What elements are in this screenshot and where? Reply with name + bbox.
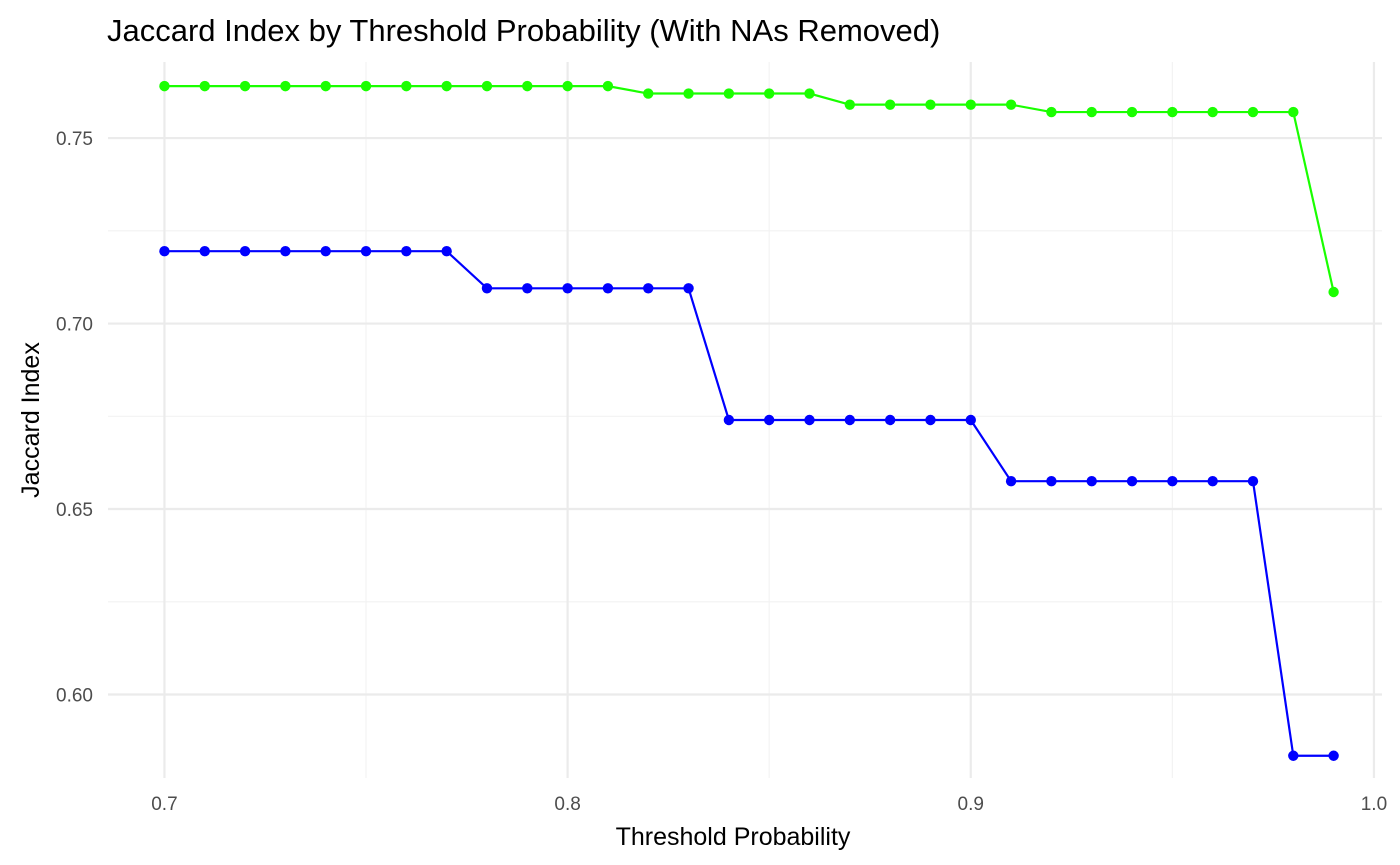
data-point: [239, 246, 251, 257]
data-point: [199, 246, 210, 257]
series-line-1: [164, 85, 1335, 293]
data-point: [925, 99, 936, 110]
data-point: [723, 414, 735, 426]
x-tick-label: 0.9: [958, 794, 984, 815]
data-point: [1207, 476, 1218, 487]
data-point: [1247, 476, 1259, 487]
chart-title: Jaccard Index by Threshold Probability (…: [107, 13, 940, 48]
data-point: [522, 283, 533, 294]
data-point: [320, 80, 331, 92]
data-point: [602, 80, 614, 92]
data-point: [723, 88, 735, 99]
data-point: [481, 80, 493, 92]
x-tick-label: 0.8: [554, 794, 580, 815]
y-tick-label: 0.70: [56, 315, 93, 336]
data-point: [320, 246, 331, 257]
data-point: [804, 414, 815, 426]
data-point: [562, 283, 573, 294]
data-point: [965, 414, 976, 426]
data-point: [360, 80, 372, 92]
data-point: [401, 80, 412, 92]
data-point: [522, 80, 533, 92]
data-point: [1046, 476, 1057, 487]
x-axis-title: Threshold Probability: [616, 823, 851, 851]
data-point: [1086, 476, 1097, 487]
data-point: [199, 80, 210, 92]
data-point: [441, 80, 452, 92]
data-point: [1247, 106, 1259, 118]
data-point: [481, 283, 493, 294]
data-point: [1126, 106, 1138, 118]
series-line-2: [164, 250, 1334, 757]
data-point: [1288, 750, 1299, 761]
data-point: [159, 80, 170, 92]
data-point: [643, 283, 654, 294]
data-point: [884, 99, 896, 110]
data-point: [1005, 99, 1017, 110]
x-tick-label: 1.0: [1361, 794, 1387, 815]
data-point: [1328, 750, 1339, 761]
y-tick-label: 0.65: [56, 500, 93, 521]
data-point: [965, 99, 976, 110]
data-point: [401, 246, 412, 257]
y-tick-label: 0.75: [56, 129, 93, 150]
data-point: [1167, 476, 1178, 487]
data-point: [683, 283, 694, 294]
data-point: [1126, 476, 1138, 487]
series-points: [159, 80, 1339, 761]
data-point: [1005, 476, 1017, 487]
data-point: [360, 246, 372, 257]
data-point: [1167, 106, 1178, 118]
data-point: [280, 80, 291, 92]
data-point: [844, 99, 856, 110]
y-axis-title: Jaccard Index: [17, 342, 45, 498]
data-point: [763, 414, 775, 426]
x-tick-label: 0.7: [151, 794, 177, 815]
data-point: [441, 246, 452, 257]
data-point: [1086, 106, 1097, 118]
data-point: [562, 80, 573, 92]
data-point: [844, 414, 856, 426]
data-point: [1328, 286, 1339, 298]
data-point: [643, 88, 654, 99]
data-point: [683, 88, 694, 99]
data-point: [925, 414, 936, 426]
data-point: [1046, 106, 1057, 118]
data-point: [1288, 106, 1299, 118]
data-point: [280, 246, 291, 257]
y-tick-label: 0.60: [56, 686, 93, 707]
data-point: [159, 246, 170, 257]
data-point: [763, 88, 775, 99]
data-point: [884, 414, 896, 426]
data-point: [804, 88, 815, 99]
data-point: [239, 80, 251, 92]
tick-labels: 0.60 0.65 0.70 0.75 0.7 0.8 0.9 1.0: [56, 129, 1387, 815]
data-point: [1207, 106, 1218, 118]
data-point: [602, 283, 614, 294]
series-lines: [164, 85, 1335, 757]
